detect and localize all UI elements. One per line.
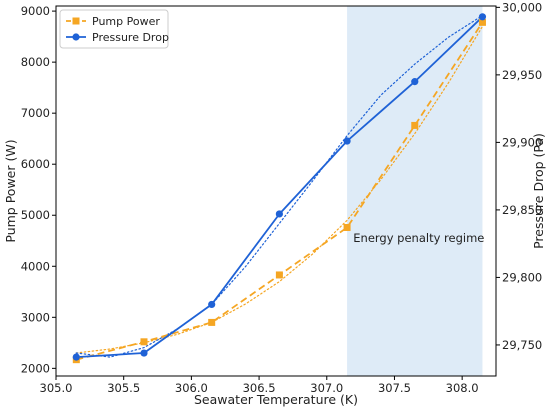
y-left-tick-label: 6000	[21, 157, 50, 171]
y-right-tick-label: 29,950	[502, 68, 542, 82]
point-pressure-drop	[343, 137, 351, 145]
point-pump-power	[411, 121, 419, 129]
x-tick-label: 306.0	[175, 381, 208, 395]
point-pressure-drop	[72, 353, 80, 361]
point-pressure-drop	[275, 210, 283, 218]
x-tick-label: 308.0	[446, 381, 479, 395]
legend-box	[59, 9, 169, 49]
point-pressure-drop	[411, 78, 419, 86]
fit-curve-pressure-drop	[75, 14, 484, 358]
annotation-text: Energy penalty regime	[353, 231, 484, 245]
y-left-tick-label: 5000	[21, 208, 50, 222]
x-tick-label: 305.0	[40, 381, 73, 395]
y-right-tick-label: 29,750	[502, 338, 542, 352]
y-right-tick-label: 30,000	[502, 0, 542, 14]
point-pump-power	[343, 223, 351, 231]
legend-marker-pressure-drop	[72, 33, 80, 41]
legend-label-pump-power: Pump Power	[92, 15, 160, 28]
y-left-tick-label: 2000	[21, 361, 50, 375]
y-right-axis-title: Pressure Drop (Pa)	[531, 133, 546, 249]
y-left-axis-title: Pump Power (W)	[3, 139, 18, 242]
x-tick-label: 307.0	[310, 381, 343, 395]
x-tick-label: 305.5	[107, 381, 140, 395]
point-pressure-drop	[208, 300, 216, 309]
point-pump-power	[140, 338, 148, 346]
y-right-tick-label: 29,900	[502, 135, 542, 149]
legend-marker-pump-power	[72, 17, 80, 25]
legend-label-pressure-drop: Pressure Drop	[92, 31, 169, 44]
point-pressure-drop	[140, 349, 148, 357]
y-right-tick-label: 29,850	[502, 203, 542, 217]
plot-frame	[55, 5, 497, 377]
y-right-tick-label: 29,800	[502, 270, 542, 284]
shaded-region	[347, 6, 483, 376]
point-pump-power	[478, 18, 486, 26]
point-pressure-drop	[478, 13, 487, 21]
x-tick-label: 307.5	[378, 381, 411, 395]
y-left-tick-label: 9000	[21, 4, 50, 18]
point-pump-power	[208, 318, 216, 326]
x-axis-title: Seawater Temperature (K)	[194, 392, 358, 407]
point-pump-power	[275, 271, 283, 279]
y-left-tick-label: 8000	[21, 55, 50, 69]
x-tick-label: 306.5	[243, 381, 276, 395]
y-left-tick-label: 4000	[21, 259, 50, 273]
y-left-tick-label: 3000	[21, 310, 50, 324]
y-left-tick-label: 7000	[21, 106, 50, 120]
